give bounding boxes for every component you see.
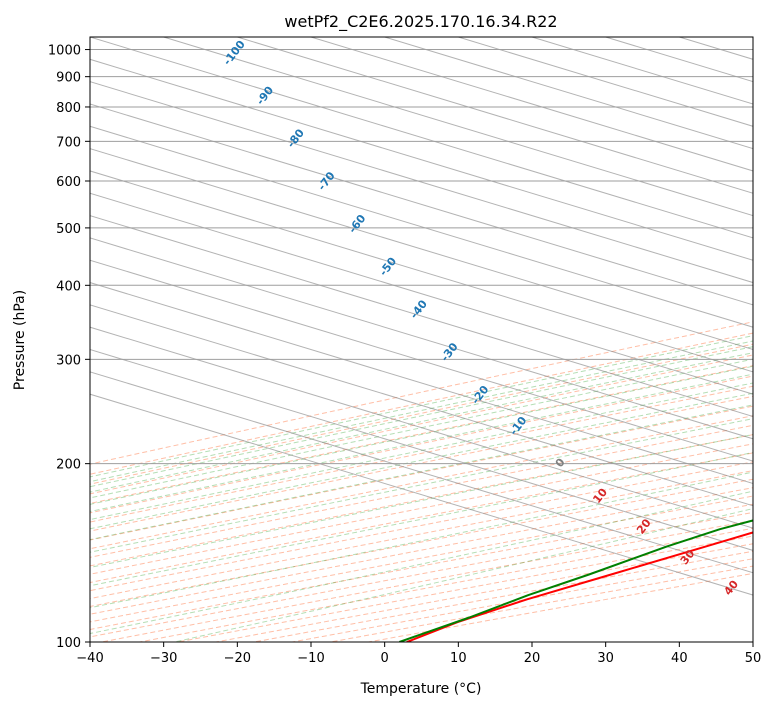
y-tick-label: 300 [56,353,81,368]
y-tick-label: 100 [56,636,81,651]
chart-title: wetPf2_C2E6.2025.170.16.34.R22 [284,12,557,32]
isotherm-line [90,148,753,351]
x-tick-label: −30 [150,651,177,666]
isotherm-line [90,304,753,507]
isotherm-line [237,37,753,194]
isotherm-line [90,125,753,328]
moist-adiabat-line [90,382,753,521]
x-tick-label: 10 [450,651,467,666]
isotherm-line [90,37,753,239]
moist-adiabat-line [90,346,753,488]
y-tick-label: 400 [56,279,81,294]
isotherm-line [90,103,753,306]
axes: −40 −30 −20 −10 0 10 20 30 40 50 1000 900 800 700 600 5… [48,44,761,666]
isotherm-line [163,37,753,217]
plot-frame [89,36,754,643]
y-tick-label: 800 [56,101,81,116]
x-tick-label: −20 [224,651,251,666]
x-tick-label: 30 [597,651,614,666]
isotherm-line [90,371,753,574]
moist-adiabat-line [90,365,753,505]
moist-adiabat-line [90,335,753,478]
x-tick-label: −40 [76,651,103,666]
isotherm-line [90,58,753,261]
dry-adiabat-line [90,365,753,504]
y-tick-label: 600 [56,175,81,190]
dry-adiabat-line [90,332,753,475]
y-tick-label: 200 [56,458,81,473]
isotherm-line [90,192,753,395]
x-tick-label: −10 [297,651,324,666]
isotherm-line [90,170,753,373]
isotherm-line [310,37,753,172]
moist-adiabat-line [90,352,753,493]
isotherm-line [90,393,753,596]
isotherm-line [90,259,753,462]
dry-adiabat-line [90,395,753,532]
isotherm-line [90,237,753,440]
x-tick-label: 0 [381,651,389,666]
isotherm-line [90,81,753,284]
dry-adiabat-line [90,343,753,485]
y-tick-label: 900 [56,71,81,86]
x-tick-label: 50 [745,651,762,666]
moist-adiabat-line [90,373,753,513]
x-tick-label: 20 [524,651,541,666]
x-tick-label: 40 [671,651,688,666]
dry-adiabat-line [90,321,753,465]
x-axis-label: Temperature (°C) [360,681,482,697]
y-tick-label: 500 [56,222,81,237]
isotherm-line [90,326,753,529]
dry-adiabat-line [90,375,753,514]
y-tick-label: 700 [56,135,81,150]
isotherm-line [90,282,753,484]
dry-adiabat-line [90,385,753,523]
y-tick-label: 1000 [48,44,81,59]
plot-area: -100-90-80-70-60-50-40-30-20-10010203040… [90,37,753,642]
isotherm-line [90,215,753,418]
moist-adiabat-line [90,358,753,499]
y-axis-label: Pressure (hPa) [12,290,28,390]
isotherm-line [384,37,753,150]
